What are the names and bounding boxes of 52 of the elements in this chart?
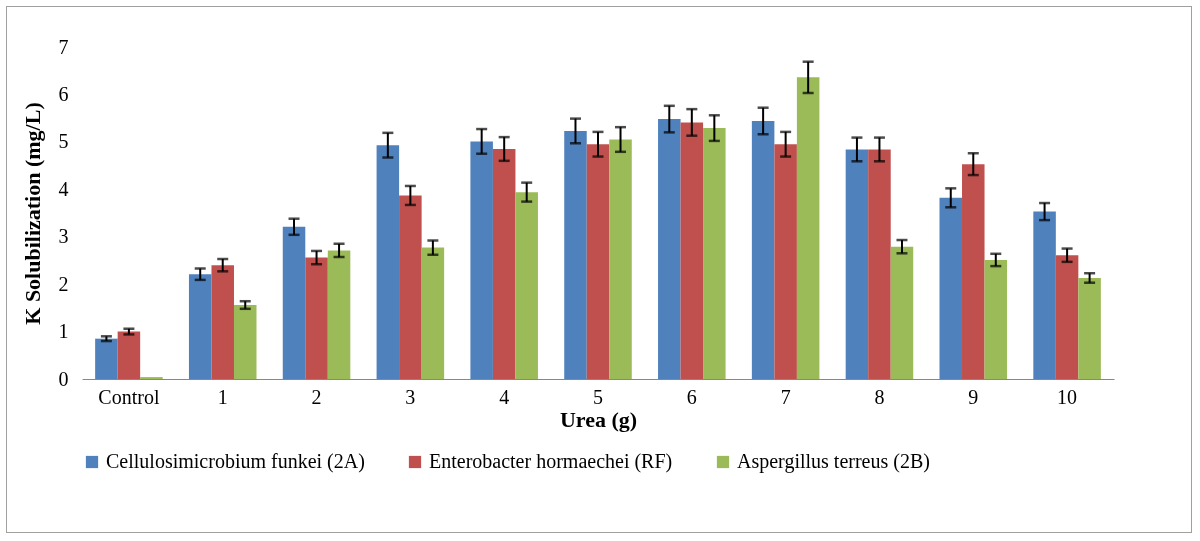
bar [962,164,985,379]
x-tick-label: 8 [874,385,885,408]
bar [282,226,306,379]
bar [868,149,891,379]
y-tick-label: 0 [58,367,69,390]
x-tick-label: 3 [405,385,416,408]
bar [376,145,400,379]
bar [421,247,445,379]
bar [751,120,775,379]
bar [984,259,1008,379]
bar [188,274,212,379]
y-tick-label: 5 [58,130,69,153]
x-tick-label: 7 [780,385,791,408]
y-tick-label: 2 [58,272,69,295]
bar [774,144,797,379]
bar [399,195,422,379]
y-tick-label: 3 [58,225,69,248]
bar [845,149,869,379]
bar [796,77,820,379]
legend-label: Aspergillus terreus (2B) [737,450,930,473]
bar [586,144,610,379]
bar [1033,211,1056,379]
y-tick-label: 6 [58,82,69,105]
bar [703,128,726,379]
y-tick-label: 4 [58,177,69,200]
bar [327,250,351,379]
bar [890,246,914,379]
x-tick-label: 9 [968,385,979,408]
x-tick-label: 10 [1057,385,1078,408]
legend-label: Enterobacter hormaechei (RF) [429,450,673,473]
bar [211,265,234,379]
x-axis-title: Urea (g) [559,406,638,432]
bar [680,122,704,379]
bar [492,148,516,379]
x-tick-label: 1 [217,385,228,408]
x-tick-label: 6 [686,385,697,408]
bar [515,192,538,379]
x-tick-label: 4 [499,385,510,408]
x-tick-label: 5 [593,385,603,408]
bar [609,139,632,379]
bar [564,130,587,379]
bar [305,257,328,379]
bar [939,197,963,379]
x-tick-label: 2 [311,385,322,408]
y-tick-label: 1 [58,320,69,343]
bar [658,119,681,379]
x-tick-label: Control [98,385,160,408]
bar [470,141,493,379]
y-axis-title: K Solubilization (mg/L) [19,102,45,325]
y-tick-label: 7 [58,35,69,58]
legend-label: Cellulosimicrobium funkei (2A) [106,450,365,473]
bar [1055,255,1079,379]
